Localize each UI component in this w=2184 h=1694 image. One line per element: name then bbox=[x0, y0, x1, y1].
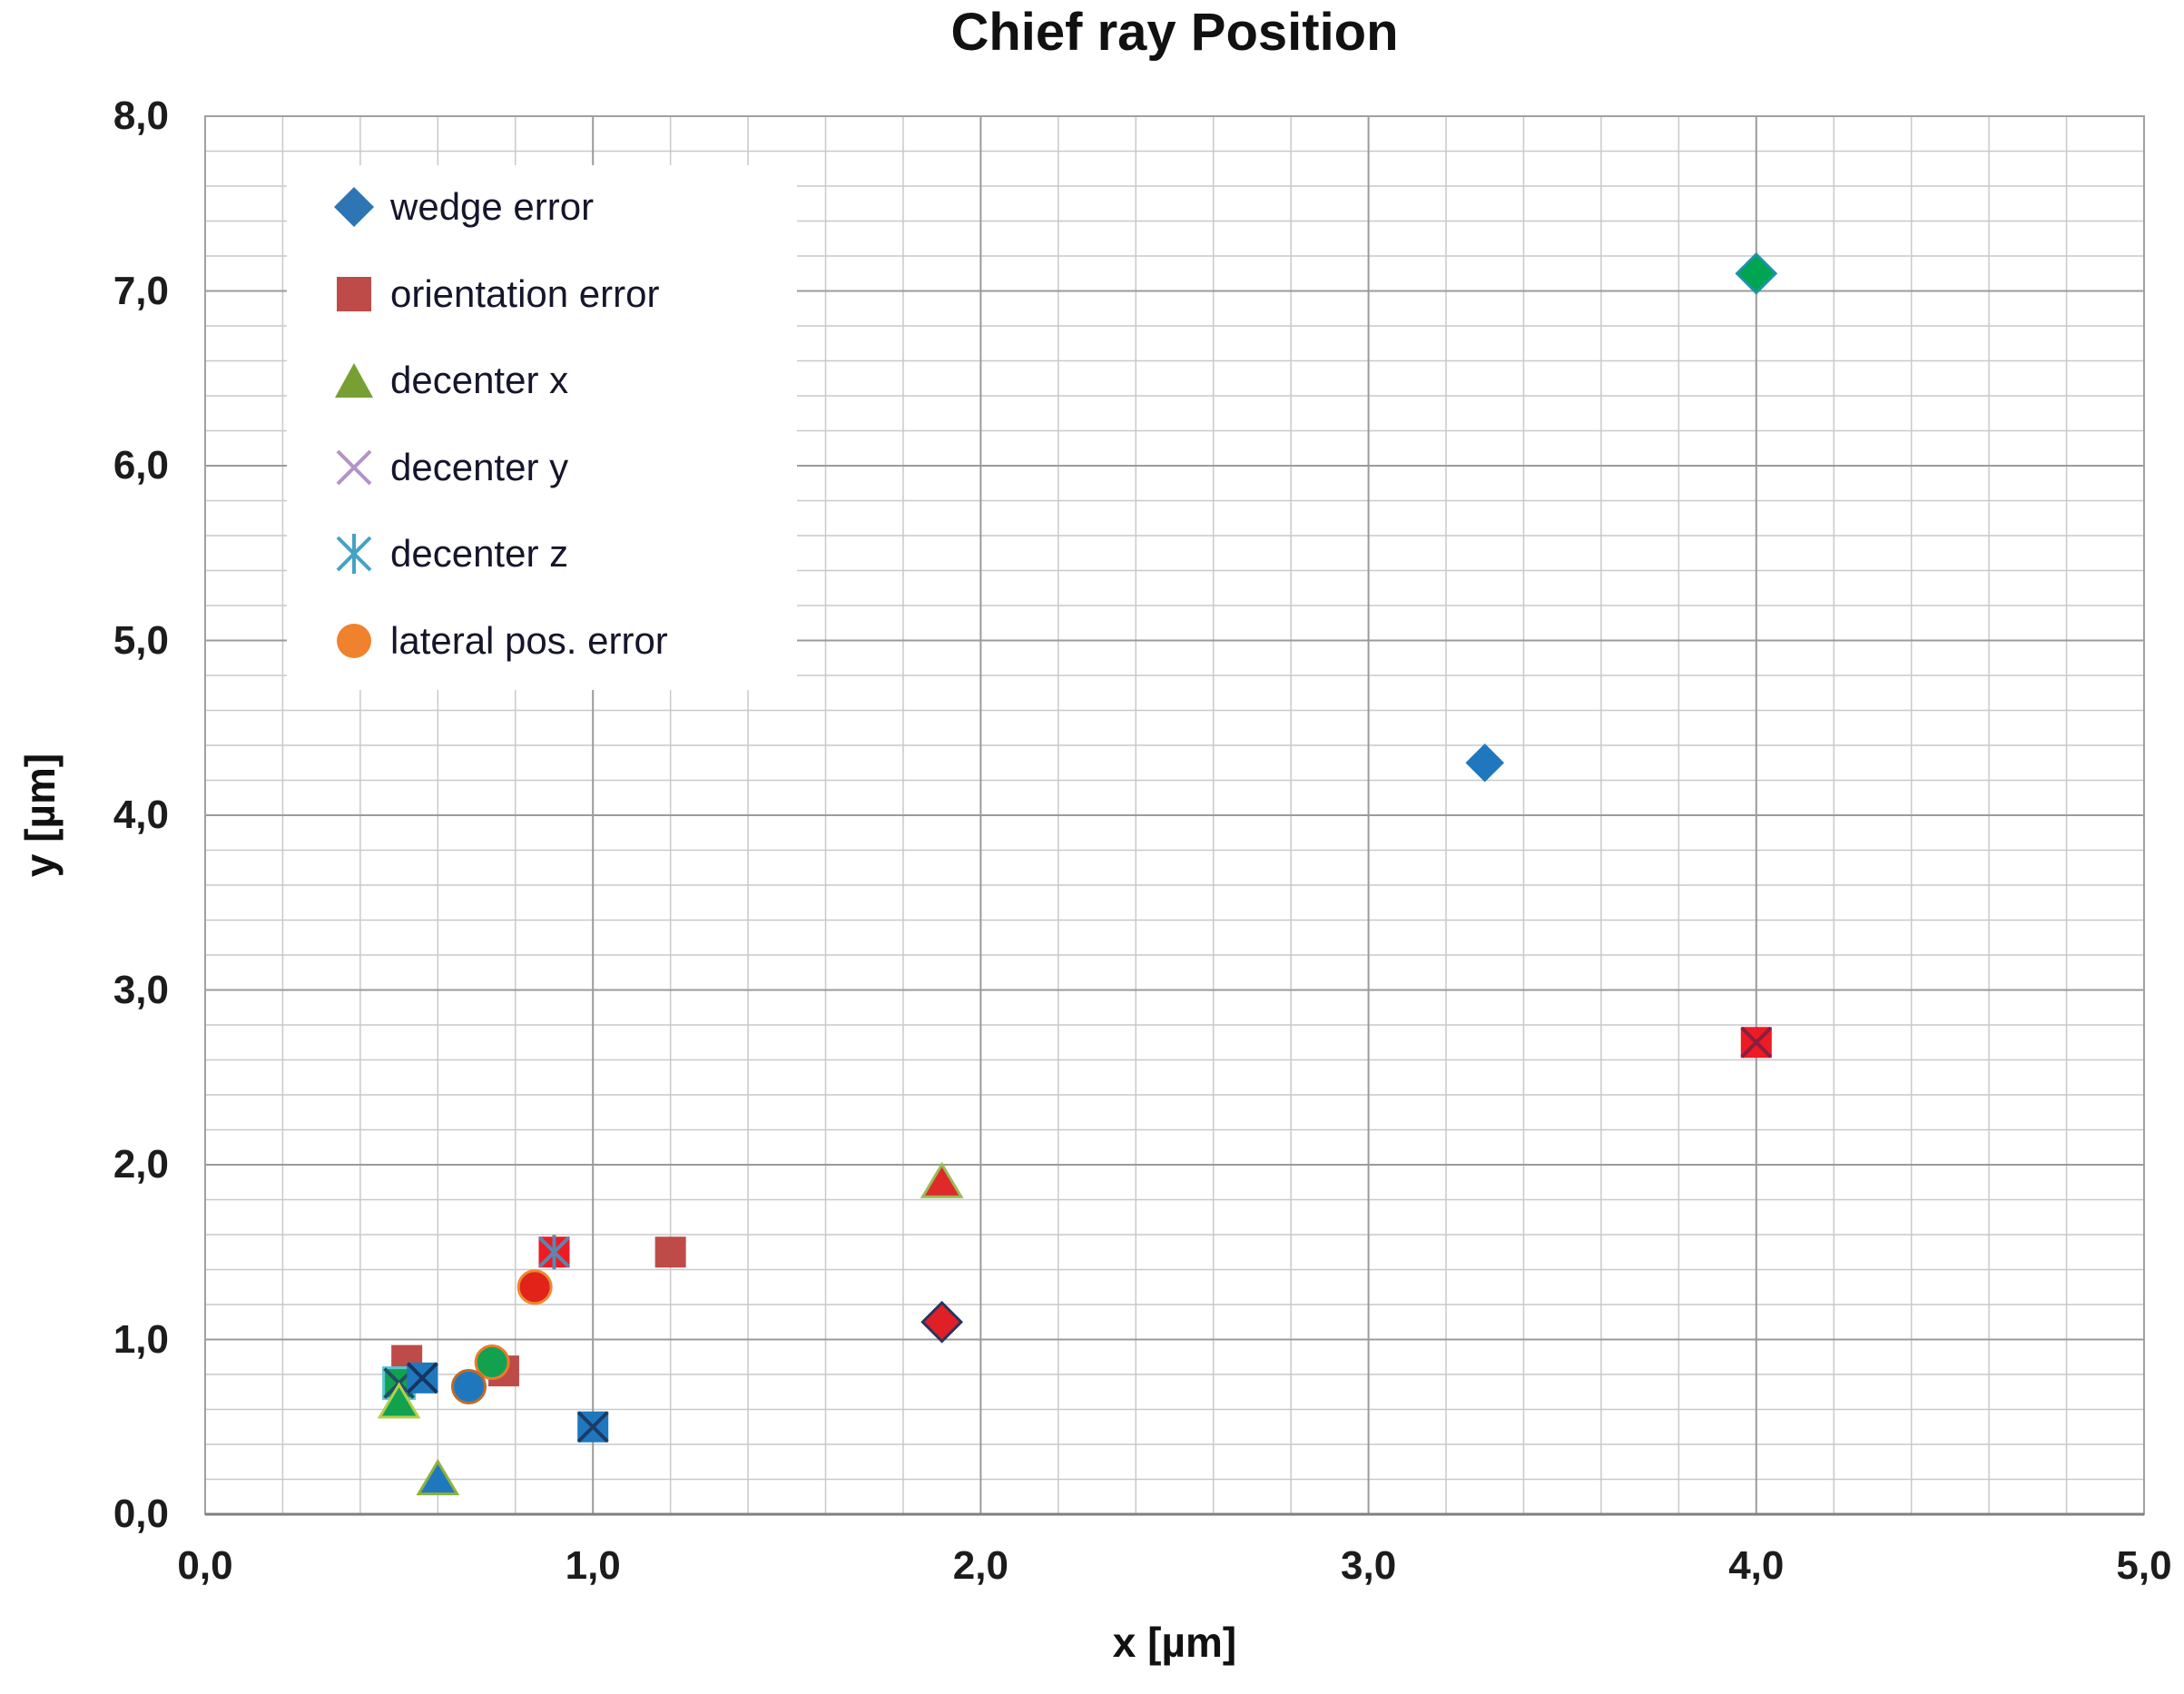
y-tick-label: 6,0 bbox=[113, 443, 169, 488]
legend-item-decenter-y: decenter y bbox=[330, 438, 797, 497]
marker-circle bbox=[450, 1368, 487, 1404]
y-tick-label: 4,0 bbox=[113, 793, 169, 837]
y-tick-label: 8,0 bbox=[113, 94, 169, 138]
x-cross-icon bbox=[336, 449, 372, 486]
x-tick-label: 0,0 bbox=[177, 1543, 233, 1588]
asterisk-icon bbox=[336, 534, 372, 575]
marker-circle bbox=[474, 1344, 510, 1381]
legend-box: wedge error orientation error decenter x de… bbox=[287, 165, 797, 690]
legend-label: decenter y bbox=[390, 445, 569, 488]
marker-square bbox=[654, 1236, 686, 1268]
circle-icon bbox=[337, 623, 371, 658]
x-tick-label: 5,0 bbox=[2116, 1543, 2172, 1588]
legend-label: lateral pos. error bbox=[390, 618, 668, 662]
x-axis-title: x [µm] bbox=[1112, 1619, 1237, 1666]
marker-overlay-x bbox=[1740, 1026, 1773, 1059]
y-tick-label: 0,0 bbox=[113, 1492, 169, 1536]
legend-label: decenter z bbox=[390, 532, 569, 576]
legend-item-orientation-error: orientation error bbox=[330, 265, 797, 323]
marker-overlay-x bbox=[576, 1411, 609, 1443]
y-tick-label: 7,0 bbox=[113, 268, 169, 313]
legend-item-decenter-z: decenter z bbox=[330, 525, 797, 583]
marker-triangle bbox=[416, 1459, 460, 1496]
legend-item-decenter-x: decenter x bbox=[330, 351, 797, 409]
x-tick-label: 4,0 bbox=[1728, 1543, 1785, 1588]
chart-title: Chief ray Position bbox=[950, 3, 1399, 62]
y-tick-label: 1,0 bbox=[113, 1316, 169, 1362]
x-tick-label: 2,0 bbox=[952, 1543, 1008, 1588]
y-tick-label: 2,0 bbox=[113, 1142, 169, 1187]
marker-triangle bbox=[377, 1382, 421, 1419]
legend-label: decenter x bbox=[390, 359, 569, 402]
marker-triangle bbox=[920, 1161, 964, 1198]
x-tick-label: 3,0 bbox=[1341, 1543, 1397, 1588]
legend-label: wedge error bbox=[390, 185, 595, 228]
diamond-icon bbox=[334, 187, 374, 227]
marker-diamond bbox=[1465, 744, 1505, 783]
marker-circle bbox=[516, 1269, 553, 1305]
y-tick-label: 3,0 bbox=[113, 967, 169, 1012]
legend-item-lateral-pos-error: lateral pos. error bbox=[330, 612, 797, 670]
marker-diamond bbox=[1735, 251, 1778, 295]
marker-overlay-x bbox=[406, 1362, 438, 1394]
legend-label: orientation error bbox=[390, 271, 660, 315]
triangle-icon bbox=[335, 363, 373, 399]
square-icon bbox=[337, 276, 371, 311]
marker-diamond bbox=[920, 1300, 964, 1344]
legend-item-wedge-error: wedge error bbox=[330, 178, 797, 236]
x-tick-label: 1,0 bbox=[565, 1543, 621, 1588]
y-tick-label: 5,0 bbox=[113, 617, 169, 663]
